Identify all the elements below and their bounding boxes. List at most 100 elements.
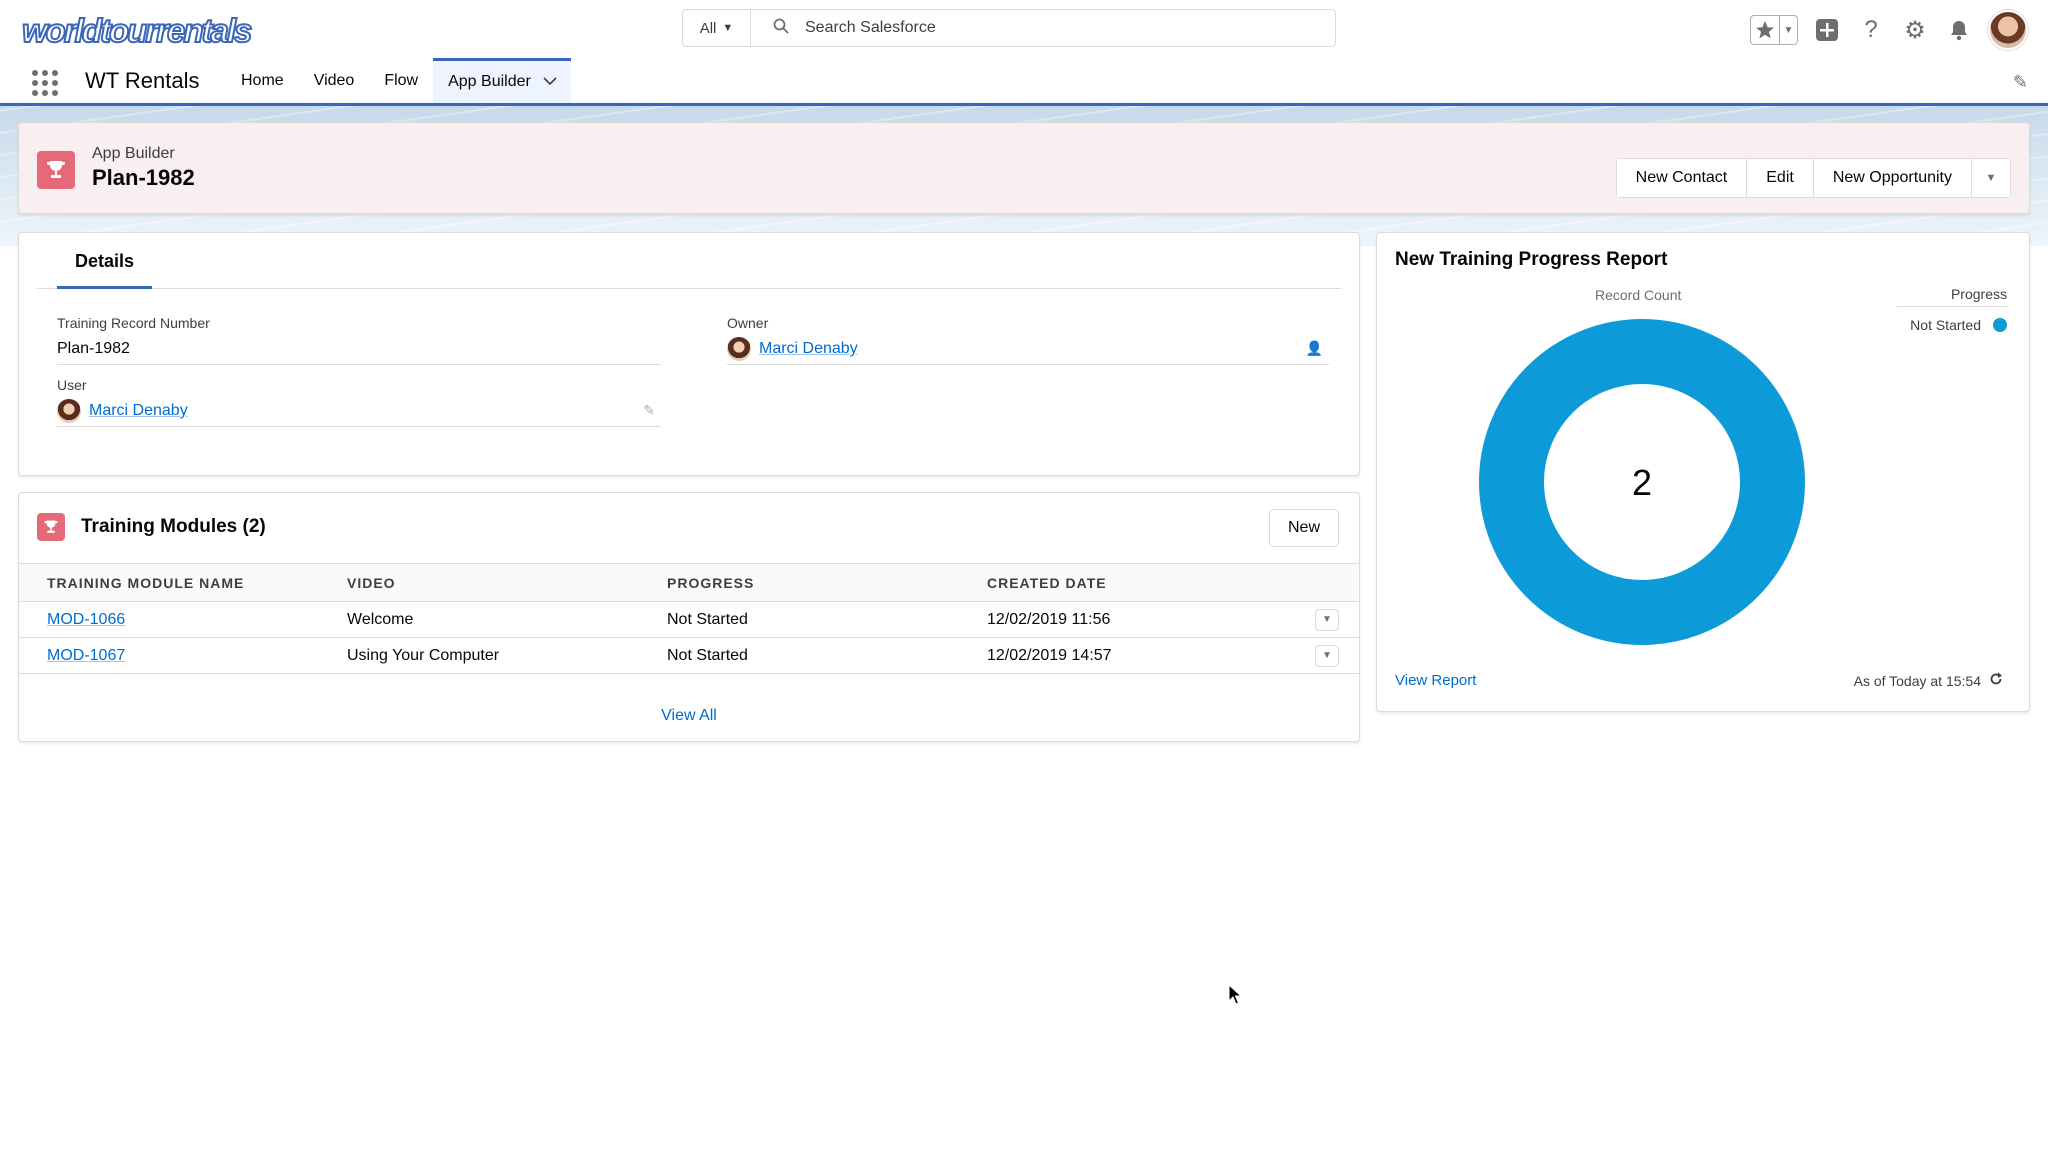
field-label: User xyxy=(57,377,87,393)
more-actions-button[interactable]: ▼ xyxy=(1972,159,2010,197)
table-cell: ▼ xyxy=(1287,601,1359,638)
nav-item-label: Home xyxy=(241,71,284,89)
nav-item-app-builder[interactable]: App Builder xyxy=(433,58,571,103)
search-scope-select[interactable]: All ▼ xyxy=(683,10,751,46)
table-cell: 12/02/2019 14:57 xyxy=(959,637,1287,674)
logo-text-b: rentals xyxy=(155,11,253,50)
new-opportunity-button[interactable]: New Opportunity xyxy=(1813,159,1972,197)
as-of-text: As of Today at 15:54 xyxy=(1853,672,1981,689)
nav-item-label: App Builder xyxy=(448,73,531,90)
worldtour-rentals-logo[interactable]: worldtourrentals xyxy=(21,11,253,50)
field-value: Marci Denaby xyxy=(727,336,1329,365)
chevron-down-icon: ▼ xyxy=(722,22,734,34)
record-actions: New Contact Edit New Opportunity ▼ xyxy=(1615,158,2011,198)
record-type-label: App Builder xyxy=(92,145,175,162)
view-all-link[interactable]: View All xyxy=(661,707,717,724)
refresh-icon[interactable] xyxy=(1989,672,2003,689)
search-icon xyxy=(773,18,789,39)
add-icon[interactable] xyxy=(1812,15,1842,45)
owner-link[interactable]: Marci Denaby xyxy=(759,339,858,357)
nav-item-flow[interactable]: Flow xyxy=(369,58,433,103)
field-training-record-number: Training Record Number Plan-1982 xyxy=(57,315,661,365)
table-cell: 12/02/2019 11:56 xyxy=(959,601,1287,638)
logo-text-a: worldtour xyxy=(21,11,159,50)
star-icon[interactable] xyxy=(1751,16,1779,44)
app-name: WT Rentals xyxy=(85,68,200,93)
nav-bar: WT Rentals Home Video Flow App Builder ✎ xyxy=(0,58,2048,106)
edit-pencil-icon[interactable]: ✎ xyxy=(643,402,655,418)
tabs: Details xyxy=(37,233,1341,289)
table-cell: Not Started xyxy=(639,601,959,638)
donut-slice-not-started[interactable] xyxy=(1479,319,1805,645)
help-icon[interactable]: ? xyxy=(1864,16,1878,43)
table-cell: Not Started xyxy=(639,637,959,674)
related-list-title[interactable]: Training Modules (2) xyxy=(81,516,266,537)
column-header: TRAINING MODULE NAME xyxy=(19,563,319,602)
global-header: worldtourrentals All ▼ ▼ ? ⚙ xyxy=(0,0,2048,58)
search-input[interactable] xyxy=(805,19,1305,37)
search-scope-label: All xyxy=(699,19,717,37)
training-modules-related-list: Training Modules (2) New TRAINING MODULE… xyxy=(18,492,1360,742)
gear-icon[interactable]: ⚙ xyxy=(1904,16,1926,44)
legend-swatch xyxy=(1993,318,2007,332)
global-search: All ▼ xyxy=(682,9,1336,47)
report-chart-card: New Training Progress Report Record Coun… xyxy=(1376,232,2030,712)
legend-title: Progress xyxy=(1897,286,2007,307)
field-user: User Marci Denaby ✎ xyxy=(57,377,661,427)
user-avatar xyxy=(57,398,81,423)
chart-axis-label: Record Count xyxy=(1595,287,1682,303)
column-header-actions xyxy=(1287,563,1359,602)
donut-chart[interactable]: 2 xyxy=(1477,317,1807,647)
table-row: MOD-1067 Using Your Computer Not Started… xyxy=(19,637,1359,674)
field-value: Plan-1982 xyxy=(57,337,661,365)
modules-table: TRAINING MODULE NAME VIDEO PROGRESS CREA… xyxy=(19,563,1359,674)
module-link[interactable]: MOD-1066 xyxy=(47,610,126,628)
table-row: MOD-1066 Welcome Not Started 12/02/2019 … xyxy=(19,601,1359,638)
new-module-button[interactable]: New xyxy=(1268,509,1339,547)
nav-item-label: Flow xyxy=(384,71,419,89)
details-card: Details Training Record Number Plan-1982… xyxy=(18,232,1360,476)
mouse-cursor-icon xyxy=(1228,984,1242,1005)
nav-item-video[interactable]: Video xyxy=(299,58,370,103)
field-owner: Owner Marci Denaby 👤 xyxy=(727,315,1329,365)
search-field xyxy=(751,10,1335,46)
new-contact-button[interactable]: New Contact xyxy=(1616,159,1748,197)
record-number-value: Plan-1982 xyxy=(57,339,130,357)
app-launcher-icon[interactable] xyxy=(32,70,58,96)
field-label: Training Record Number xyxy=(57,315,210,331)
field-label: Owner xyxy=(727,315,769,331)
table-cell: Using Your Computer xyxy=(319,637,639,674)
chevron-down-icon: ▼ xyxy=(1985,172,1997,184)
view-report-link[interactable]: View Report xyxy=(1395,672,1477,689)
row-actions-button[interactable]: ▼ xyxy=(1315,644,1339,667)
legend-label: Not Started xyxy=(1910,317,1981,333)
chevron-down-icon[interactable] xyxy=(543,73,557,91)
nav-item-home[interactable]: Home xyxy=(226,58,299,103)
bell-icon[interactable] xyxy=(1944,15,1974,45)
owner-avatar xyxy=(727,336,751,361)
trophy-icon xyxy=(37,513,65,541)
legend-item: Not Started xyxy=(1910,317,2007,333)
record-title: Plan-1982 xyxy=(92,165,195,190)
row-actions-button[interactable]: ▼ xyxy=(1315,608,1339,631)
nav-items: Home Video Flow App Builder xyxy=(226,58,571,103)
change-owner-icon[interactable]: 👤 xyxy=(1305,340,1323,356)
edit-button[interactable]: Edit xyxy=(1747,159,1814,197)
module-link[interactable]: MOD-1067 xyxy=(47,646,126,664)
as-of-timestamp: As of Today at 15:54 xyxy=(1854,672,2003,689)
table-cell: Welcome xyxy=(319,601,639,638)
edit-nav-pencil-icon[interactable]: ✎ xyxy=(2012,72,2028,92)
trophy-icon xyxy=(37,151,75,189)
table-cell: MOD-1067 xyxy=(19,637,319,674)
report-title: New Training Progress Report xyxy=(1395,249,1668,270)
tab-details[interactable]: Details xyxy=(57,251,153,289)
chevron-down-icon[interactable]: ▼ xyxy=(1779,16,1797,44)
avatar[interactable] xyxy=(1988,10,2028,50)
record-header: App Builder Plan-1982 New Contact Edit N… xyxy=(18,122,2030,214)
donut-center-label: 2 xyxy=(1632,462,1652,503)
table-cell: ▼ xyxy=(1287,637,1359,674)
user-link[interactable]: Marci Denaby xyxy=(89,401,188,419)
table-cell: MOD-1066 xyxy=(19,601,319,638)
field-value: Marci Denaby xyxy=(57,398,661,427)
nav-item-label: Video xyxy=(313,71,355,89)
